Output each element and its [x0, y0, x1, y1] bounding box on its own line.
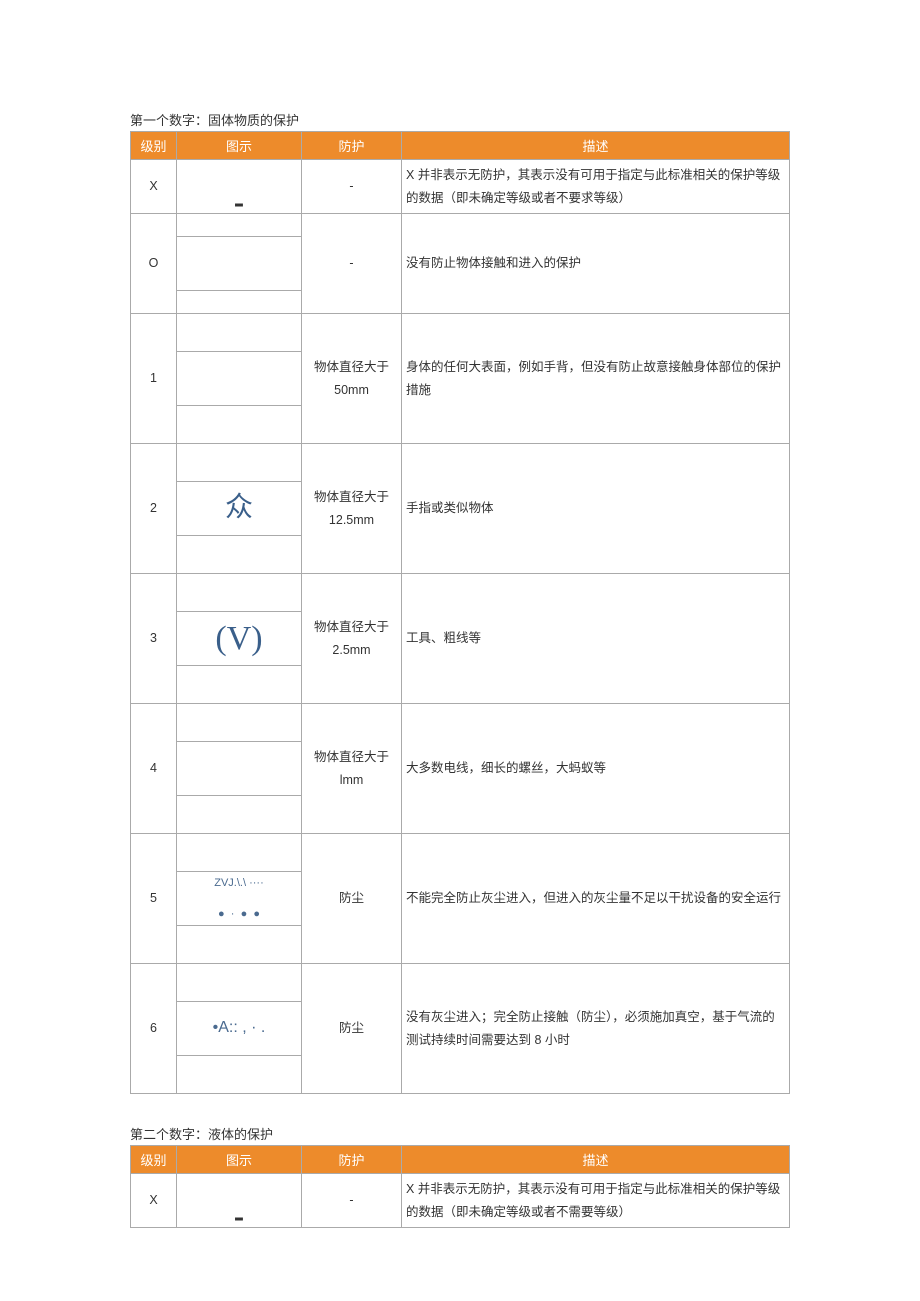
th-icon: 图示 — [177, 132, 302, 160]
liquid-protection-table: 级别 图示 防护 描述 X ▂ - X 并非表示无防护，其表示没有可用于指定与此… — [130, 1145, 790, 1228]
cell-prot: - — [302, 160, 402, 214]
diagram-icon: ▂ — [235, 1207, 243, 1225]
diagram-icon — [177, 741, 301, 796]
cell-prot: - — [302, 214, 402, 314]
cell-desc: 不能完全防止灰尘进入，但进入的灰尘量不足以干扰设备的安全运行 — [402, 834, 790, 964]
cell-prot: 防尘 — [302, 964, 402, 1094]
table1-title: 第一个数字：固体物质的保护 — [130, 110, 790, 129]
table-header-row: 级别 图示 防护 描述 — [131, 132, 790, 160]
cell-icon: •A:: , · . — [177, 964, 302, 1094]
table-row: 1 物体直径大于50mm 身体的任何大表面，例如手背，但没有防止故意接触身体部位… — [131, 314, 790, 444]
cell-icon: ZVJ.\.\ ···· ● · ● ● — [177, 834, 302, 964]
th-desc: 描述 — [402, 132, 790, 160]
th-level: 级别 — [131, 132, 177, 160]
cell-icon: ▂ — [177, 160, 302, 214]
cell-prot: 物体直径大于50mm — [302, 314, 402, 444]
cell-level: 2 — [131, 444, 177, 574]
diagram-icon — [177, 351, 301, 406]
cell-prot: 物体直径大于lmm — [302, 704, 402, 834]
cell-prot: 防尘 — [302, 834, 402, 964]
cell-desc: 身体的任何大表面，例如手背，但没有防止故意接触身体部位的保护措施 — [402, 314, 790, 444]
solid-protection-table: 级别 图示 防护 描述 X ▂ - X 并非表示无防护，其表示没有可用于指定与此… — [130, 131, 790, 1094]
cell-desc: 大多数电线，细长的螺丝，大蚂蚁等 — [402, 704, 790, 834]
table-row: 4 物体直径大于lmm 大多数电线，细长的螺丝，大蚂蚁等 — [131, 704, 790, 834]
cell-icon: 众 — [177, 444, 302, 574]
cell-level: X — [131, 1174, 177, 1228]
cell-level: 3 — [131, 574, 177, 704]
cell-level: 5 — [131, 834, 177, 964]
cell-level: O — [131, 214, 177, 314]
diagram-icon: ZVJ.\.\ ···· ● · ● ● — [177, 871, 301, 926]
cell-icon: ▂ — [177, 1174, 302, 1228]
diagram-icon: ▂ — [235, 193, 243, 211]
table-row: O - 没有防止物体接触和进入的保护 — [131, 214, 790, 314]
cell-prot: 物体直径大于12.5mm — [302, 444, 402, 574]
table2-title: 第二个数字：液体的保护 — [130, 1124, 790, 1143]
th-icon: 图示 — [177, 1146, 302, 1174]
cell-desc: 工具、粗线等 — [402, 574, 790, 704]
table-row: X ▂ - X 并非表示无防护，其表示没有可用于指定与此标准相关的保护等级的数据… — [131, 160, 790, 214]
cell-icon: (V) — [177, 574, 302, 704]
cell-level: 1 — [131, 314, 177, 444]
table-row: X ▂ - X 并非表示无防护，其表示没有可用于指定与此标准相关的保护等级的数据… — [131, 1174, 790, 1228]
cell-icon — [177, 314, 302, 444]
th-desc: 描述 — [402, 1146, 790, 1174]
table-row: 2 众 物体直径大于12.5mm 手指或类似物体 — [131, 444, 790, 574]
cell-desc: X 并非表示无防护，其表示没有可用于指定与此标准相关的保护等级的数据（即未确定等… — [402, 160, 790, 214]
cell-desc: X 并非表示无防护，其表示没有可用于指定与此标准相关的保护等级的数据（即未确定等… — [402, 1174, 790, 1228]
cell-desc: 手指或类似物体 — [402, 444, 790, 574]
table-row: 5 ZVJ.\.\ ···· ● · ● ● 防尘 不能完全防止灰尘进入，但进入… — [131, 834, 790, 964]
cell-level: 6 — [131, 964, 177, 1094]
cell-level: X — [131, 160, 177, 214]
cell-prot: 物体直径大于2.5mm — [302, 574, 402, 704]
table-row: 6 •A:: , · . 防尘 没有灰尘进入；完全防止接触（防尘），必须施加真空… — [131, 964, 790, 1094]
th-prot: 防护 — [302, 1146, 402, 1174]
th-prot: 防护 — [302, 132, 402, 160]
cell-prot: - — [302, 1174, 402, 1228]
th-level: 级别 — [131, 1146, 177, 1174]
diagram-icon: 众 — [177, 481, 301, 536]
table-row: 3 (V) 物体直径大于2.5mm 工具、粗线等 — [131, 574, 790, 704]
diagram-icon — [177, 236, 301, 291]
cell-level: 4 — [131, 704, 177, 834]
cell-desc: 没有防止物体接触和进入的保护 — [402, 214, 790, 314]
diagram-icon: (V) — [177, 611, 301, 666]
diagram-icon: •A:: , · . — [177, 1001, 301, 1056]
cell-icon — [177, 704, 302, 834]
cell-icon — [177, 214, 302, 314]
cell-desc: 没有灰尘进入；完全防止接触（防尘），必须施加真空，基于气流的测试持续时间需要达到… — [402, 964, 790, 1094]
table-header-row: 级别 图示 防护 描述 — [131, 1146, 790, 1174]
